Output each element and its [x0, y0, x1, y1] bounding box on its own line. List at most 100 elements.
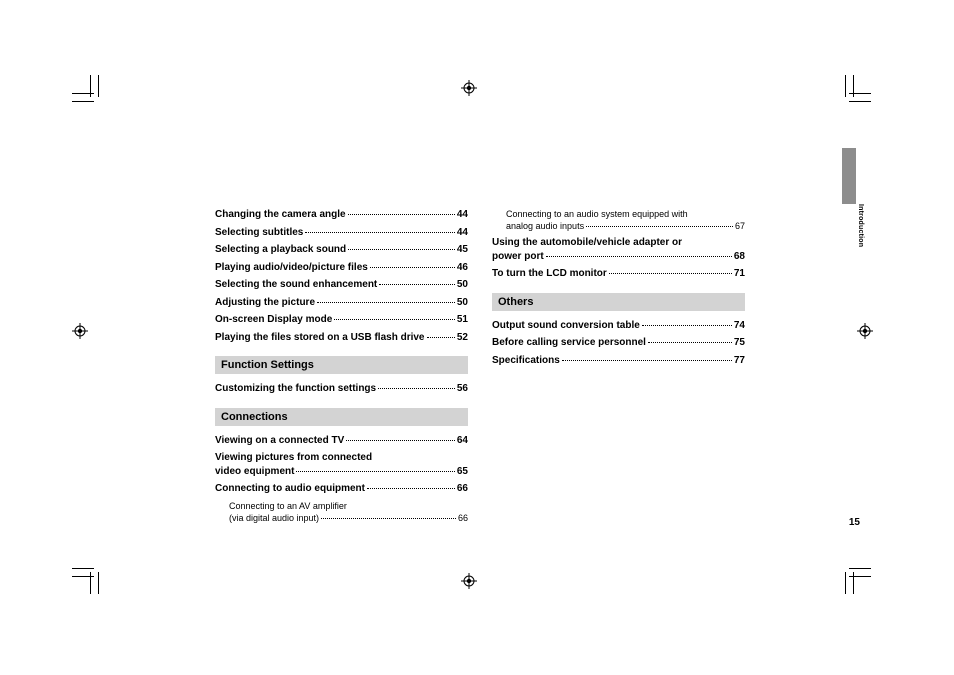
crop-mark	[72, 568, 94, 569]
toc-leader-dots	[648, 342, 732, 343]
toc-entry: Viewing on a connected TV 64	[215, 434, 468, 448]
toc-entry-label: analog audio inputs	[506, 220, 584, 232]
toc-entry-page: 51	[457, 313, 468, 327]
toc-entry-page: 66	[458, 512, 468, 524]
toc-entry: Connecting to an audio system equipped w…	[492, 208, 745, 232]
toc-entry-label: Customizing the function settings	[215, 382, 376, 396]
section-heading-function-settings: Function Settings	[215, 356, 468, 374]
crop-mark	[72, 93, 94, 94]
toc-entry: Playing audio/video/picture files 46	[215, 261, 468, 275]
toc-entry-page: 67	[735, 220, 745, 232]
toc-entry-label: Using the automobile/vehicle adapter or	[492, 236, 745, 250]
toc-entry: Selecting a playback sound 45	[215, 243, 468, 257]
toc-entry: On-screen Display mode 51	[215, 313, 468, 327]
toc-entry-label: Output sound conversion table	[492, 319, 640, 333]
crop-mark	[98, 75, 99, 97]
toc-entry: Selecting subtitles 44	[215, 226, 468, 240]
toc-leader-dots	[305, 232, 455, 233]
toc-entry-label: Adjusting the picture	[215, 296, 315, 310]
toc-entry-page: 44	[457, 208, 468, 222]
registration-mark-icon	[461, 573, 477, 589]
crop-mark	[72, 576, 94, 577]
toc-leader-dots	[427, 337, 455, 338]
section-side-label: Introduction	[857, 204, 864, 247]
toc-entry: Connecting to audio equipment 66	[215, 482, 468, 496]
toc-leader-dots	[334, 319, 455, 320]
crop-mark	[72, 101, 94, 102]
toc-entry-page: 66	[457, 482, 468, 496]
registration-mark-icon	[72, 323, 88, 339]
crop-mark	[845, 572, 846, 594]
toc-leader-dots	[348, 249, 455, 250]
toc-leader-dots	[379, 284, 455, 285]
toc-entry-label: Viewing pictures from connected	[215, 451, 468, 465]
section-thumb-tab	[842, 148, 856, 204]
toc-entry-page: 64	[457, 434, 468, 448]
toc-leader-dots	[346, 440, 455, 441]
toc-entry: Changing the camera angle 44	[215, 208, 468, 222]
crop-mark	[845, 75, 846, 97]
toc-entry-label: Selecting a playback sound	[215, 243, 346, 257]
registration-mark-icon	[461, 80, 477, 96]
toc-entry-label: Viewing on a connected TV	[215, 434, 344, 448]
toc-entry-label: Connecting to audio equipment	[215, 482, 365, 496]
toc-entry: Viewing pictures from connectedvideo equ…	[215, 451, 468, 478]
toc-entry-page: 46	[457, 261, 468, 275]
toc-page: Changing the camera angle44Selecting sub…	[215, 208, 745, 528]
toc-entry-page: 71	[734, 267, 745, 281]
toc-entry-label: power port	[492, 250, 544, 264]
toc-entry-label: Connecting to an AV amplifier	[229, 500, 468, 512]
section-heading-others: Others	[492, 293, 745, 311]
toc-leader-dots	[642, 325, 732, 326]
toc-entry-page: 50	[457, 296, 468, 310]
crop-mark	[849, 93, 871, 94]
toc-entry-page: 74	[734, 319, 745, 333]
toc-leader-dots	[546, 256, 732, 257]
toc-leader-dots	[317, 302, 455, 303]
toc-entry-label: Selecting the sound enhancement	[215, 278, 377, 292]
toc-entry-page: 56	[457, 382, 468, 396]
toc-entry-label: Playing the files stored on a USB flash …	[215, 331, 425, 345]
toc-entry-page: 68	[734, 250, 745, 264]
section-heading-connections: Connections	[215, 408, 468, 426]
toc-column-right: Connecting to an audio system equipped w…	[492, 208, 745, 528]
toc-entry: Playing the files stored on a USB flash …	[215, 331, 468, 345]
crop-mark	[98, 572, 99, 594]
toc-entry-label: Before calling service personnel	[492, 336, 646, 350]
toc-entry-label: Changing the camera angle	[215, 208, 346, 222]
toc-leader-dots	[609, 273, 732, 274]
toc-entry: Output sound conversion table 74	[492, 319, 745, 333]
toc-entry-label: Specifications	[492, 354, 560, 368]
toc-entry: Selecting the sound enhancement 50	[215, 278, 468, 292]
toc-entry-label: On-screen Display mode	[215, 313, 332, 327]
toc-leader-dots	[370, 267, 455, 268]
toc-leader-dots	[367, 488, 455, 489]
crop-mark	[849, 576, 871, 577]
toc-leader-dots	[378, 388, 455, 389]
toc-entry-label: Playing audio/video/picture files	[215, 261, 368, 275]
toc-leader-dots	[321, 518, 456, 519]
registration-mark-icon	[857, 323, 873, 339]
toc-leader-dots	[562, 360, 732, 361]
toc-entry: Using the automobile/vehicle adapter orp…	[492, 236, 745, 263]
toc-entry-page: 45	[457, 243, 468, 257]
toc-leader-dots	[586, 226, 733, 227]
toc-entry-label: Selecting subtitles	[215, 226, 303, 240]
toc-column-left: Changing the camera angle44Selecting sub…	[215, 208, 468, 528]
page-number: 15	[849, 517, 860, 528]
toc-entry: Customizing the function settings 56	[215, 382, 468, 396]
toc-entry: Connecting to an AV amplifier(via digita…	[215, 500, 468, 524]
toc-entry-label: Connecting to an audio system equipped w…	[506, 208, 745, 220]
toc-entry-page: 65	[457, 465, 468, 479]
toc-entry-page: 75	[734, 336, 745, 350]
toc-entry: Specifications 77	[492, 354, 745, 368]
toc-entry: To turn the LCD monitor71	[492, 267, 745, 281]
toc-entry-page: 52	[457, 331, 468, 345]
crop-mark	[849, 568, 871, 569]
toc-entry-page: 44	[457, 226, 468, 240]
toc-leader-dots	[296, 471, 454, 472]
toc-entry-page: 50	[457, 278, 468, 292]
toc-entry: Adjusting the picture 50	[215, 296, 468, 310]
crop-mark	[849, 101, 871, 102]
toc-entry-page: 77	[734, 354, 745, 368]
